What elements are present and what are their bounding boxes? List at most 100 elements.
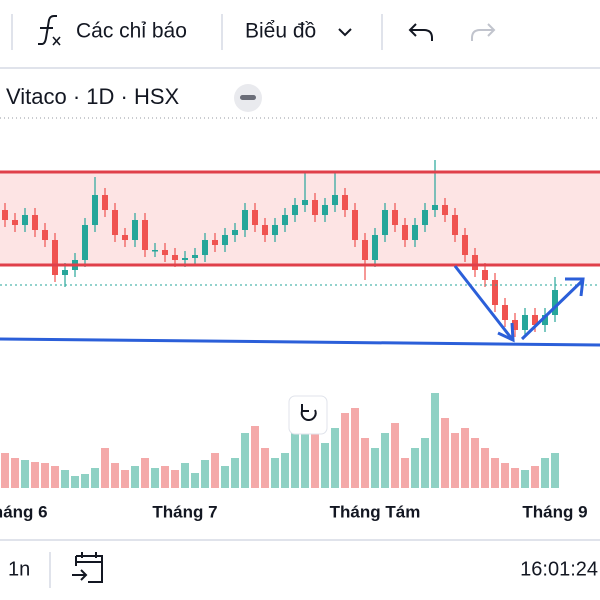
volume-bar — [21, 460, 29, 488]
fx-icon — [38, 15, 57, 45]
volume-bar — [391, 423, 399, 488]
volume-bar — [481, 448, 489, 488]
toolbar — [0, 0, 600, 66]
volume-bar — [41, 463, 49, 488]
volume-bar — [111, 463, 119, 488]
chevron — [338, 28, 352, 37]
candle-body — [262, 225, 268, 235]
candle-body — [522, 315, 528, 330]
symbol-title: Vitaco · 1D · HSX — [6, 84, 180, 109]
plot — [1, 160, 559, 488]
candle-body — [22, 215, 28, 225]
reset-icon — [300, 404, 317, 422]
candle-body — [342, 195, 348, 210]
indicators-button[interactable]: Các chỉ báo — [38, 15, 187, 46]
x-tick-label: Tháng 7 — [152, 502, 217, 521]
candle-body — [332, 195, 338, 205]
volume-bar — [231, 458, 239, 488]
up-arrow — [520, 277, 585, 341]
volume-bar — [91, 468, 99, 488]
candle-body — [132, 220, 138, 240]
trend-line — [0, 337, 600, 347]
candle-body — [542, 315, 548, 325]
candle-body — [232, 230, 238, 235]
candle-body — [142, 220, 148, 250]
volume-bar — [141, 458, 149, 488]
candle-body — [252, 210, 258, 225]
volume-bar — [321, 443, 329, 488]
candle-body — [152, 250, 158, 252]
clock: 16:01:24 — [520, 558, 598, 580]
volume-bar — [301, 403, 309, 488]
volume-bar — [181, 463, 189, 488]
minus-icon — [240, 95, 256, 100]
candle-body — [102, 195, 108, 210]
candle-body — [202, 240, 208, 255]
candle-body — [322, 205, 328, 215]
volume-bar — [31, 462, 39, 488]
candle-body — [492, 280, 498, 305]
volume-bar — [531, 466, 539, 488]
candle-body — [182, 258, 188, 260]
candle-body — [422, 210, 428, 225]
reset-button[interactable] — [288, 395, 328, 435]
candle-body — [352, 210, 358, 240]
candle-body — [302, 200, 308, 205]
candle-body — [212, 240, 218, 245]
candle-body — [62, 270, 68, 275]
volume-bar — [171, 470, 179, 488]
candle-body — [362, 240, 368, 260]
candle-body — [272, 225, 278, 235]
volume-bar — [161, 466, 169, 488]
volume-bar — [71, 476, 79, 488]
volume-bar — [361, 438, 369, 488]
candle-body — [382, 210, 388, 235]
volume-bar — [511, 468, 519, 488]
redo-button[interactable] — [471, 23, 496, 41]
candle-body — [92, 195, 98, 225]
volume-bar — [521, 470, 529, 488]
volume-bar — [201, 460, 209, 488]
candle-body — [402, 225, 408, 240]
volume-bar — [131, 466, 139, 488]
volume-bar — [221, 466, 229, 488]
candle-body — [452, 215, 458, 235]
volume-bar — [371, 448, 379, 488]
candle-body — [52, 240, 58, 275]
candle-body — [222, 235, 228, 245]
candle-body — [282, 215, 288, 225]
candle-body — [442, 205, 448, 215]
candle-body — [2, 210, 8, 220]
volume-bar — [271, 458, 279, 488]
candle-body — [502, 305, 508, 320]
volume-bar — [281, 453, 289, 488]
undo-button[interactable] — [408, 23, 433, 41]
range-zone — [0, 172, 600, 265]
volume-bar — [101, 448, 109, 488]
candle-body — [512, 320, 518, 330]
candle-body — [482, 270, 488, 280]
go-to-date-button[interactable] — [72, 552, 103, 583]
candle-body — [12, 220, 18, 225]
volume-bar — [1, 453, 9, 488]
down-arrow — [453, 265, 515, 343]
volume-bar — [351, 408, 359, 488]
volume-bar — [51, 466, 59, 488]
interval-label[interactable]: 1n — [8, 558, 30, 580]
volume-bar — [11, 458, 19, 488]
candle-body — [312, 200, 318, 215]
volume-bar — [451, 433, 459, 488]
chart-type-button[interactable]: Biểu đồ — [245, 20, 352, 43]
volume-bar — [291, 433, 299, 488]
volume-bar — [551, 453, 559, 488]
volume-bar — [261, 448, 269, 488]
volume-bar — [421, 438, 429, 488]
volume-bar — [61, 470, 69, 488]
candle-body — [372, 235, 378, 260]
candle-body — [392, 210, 398, 225]
volume-bar — [341, 413, 349, 488]
volume-bar — [431, 393, 439, 488]
volume-bar — [331, 428, 339, 488]
candle-body — [42, 230, 48, 240]
